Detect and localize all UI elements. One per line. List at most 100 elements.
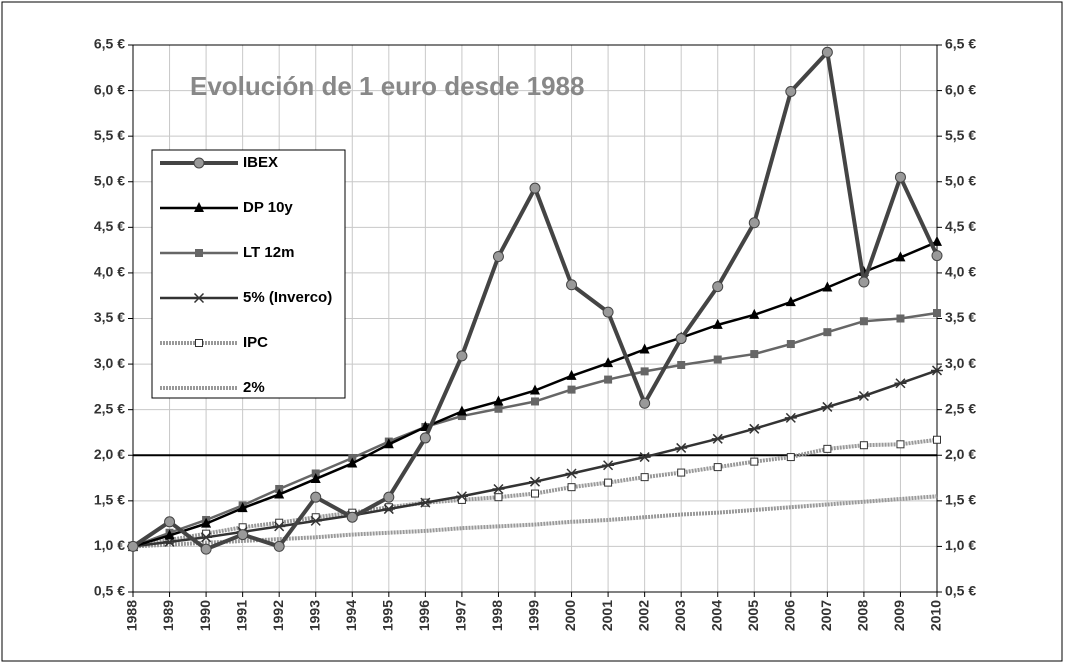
marker	[310, 472, 321, 483]
marker	[640, 473, 649, 482]
marker	[821, 46, 833, 58]
marker	[347, 457, 358, 468]
marker	[895, 251, 906, 262]
x-tick-label: 2002	[635, 600, 651, 631]
marker	[565, 468, 578, 479]
x-tick-label: 1994	[343, 600, 359, 631]
x-tick-label: 1999	[526, 600, 542, 631]
marker	[713, 355, 722, 364]
marker	[193, 157, 205, 169]
y-tick-label: 4,0 €	[94, 264, 125, 280]
marker	[933, 435, 941, 444]
y-tick-label: 1,0 €	[94, 537, 125, 553]
x-tick-label: 1992	[270, 600, 286, 631]
y2-tick-label: 3,0 €	[945, 355, 976, 371]
marker	[200, 543, 212, 555]
marker	[493, 395, 504, 406]
x-tick-label: 2005	[745, 600, 761, 631]
marker	[164, 516, 176, 528]
x-tick-label: 1997	[453, 600, 469, 631]
marker	[786, 453, 795, 462]
legend-label: IBEX	[243, 154, 278, 171]
marker	[677, 468, 686, 477]
marker	[858, 276, 870, 288]
marker	[382, 504, 395, 515]
marker	[711, 433, 724, 444]
marker	[164, 529, 175, 540]
marker	[749, 308, 760, 319]
y2-tick-label: 6,0 €	[945, 81, 976, 97]
y-tick-label: 2,0 €	[94, 446, 125, 462]
x-tick-label: 2008	[855, 600, 871, 631]
x-tick-label: 2000	[562, 600, 578, 631]
legend-label: 2%	[243, 379, 265, 396]
marker	[894, 171, 906, 183]
marker	[640, 367, 649, 376]
x-tick-label: 2004	[708, 600, 724, 631]
marker	[567, 385, 576, 394]
x-tick-label: 1991	[233, 600, 249, 631]
marker	[529, 182, 541, 194]
y2-tick-label: 5,5 €	[945, 127, 976, 143]
marker	[639, 343, 650, 354]
marker	[494, 493, 503, 502]
marker	[274, 488, 285, 499]
marker	[457, 412, 466, 421]
marker	[531, 489, 539, 498]
y-tick-label: 0,5 €	[94, 583, 125, 599]
x-tick-label: 2009	[891, 600, 907, 631]
marker	[932, 235, 942, 246]
y2-tick-label: 3,5 €	[945, 309, 976, 325]
marker	[195, 339, 203, 347]
marker	[748, 423, 761, 434]
marker	[195, 249, 203, 257]
y2-tick-label: 6,5 €	[945, 36, 976, 52]
x-tick-label: 1990	[197, 600, 213, 631]
marker	[750, 457, 759, 466]
marker	[456, 350, 468, 362]
marker	[237, 529, 249, 541]
y-tick-label: 5,5 €	[94, 127, 125, 143]
y-tick-label: 4,5 €	[94, 218, 125, 234]
marker	[566, 369, 577, 380]
legend-label: 5% (Inverco)	[243, 289, 332, 306]
legend-label: LT 12m	[243, 244, 294, 261]
marker	[193, 292, 205, 304]
marker	[604, 478, 613, 487]
legend-label: DP 10y	[243, 199, 293, 216]
x-tick-label: 2003	[672, 600, 688, 631]
marker	[896, 440, 905, 449]
marker	[602, 306, 614, 318]
marker	[566, 279, 578, 291]
marker	[127, 540, 139, 552]
x-tick-label: 1995	[380, 600, 396, 631]
marker	[273, 521, 286, 532]
y2-tick-label: 5,0 €	[945, 172, 976, 188]
marker	[712, 318, 723, 329]
marker	[273, 540, 285, 552]
plot-frame	[132, 44, 938, 593]
y-tick-label: 2,5 €	[94, 400, 125, 416]
marker	[931, 365, 943, 376]
marker	[419, 432, 431, 444]
y-tick-label: 5,0 €	[94, 172, 125, 188]
marker	[675, 333, 687, 345]
marker	[894, 378, 907, 389]
x-tick-label: 1989	[160, 600, 176, 631]
y2-tick-label: 2,5 €	[945, 400, 976, 416]
y-tick-label: 1,5 €	[94, 492, 125, 508]
marker	[823, 328, 832, 337]
y-tick-label: 3,0 €	[94, 355, 125, 371]
marker	[857, 390, 870, 402]
y-tick-label: 3,5 €	[94, 309, 125, 325]
x-tick-label: 2007	[818, 600, 834, 631]
x-tick-label: 1988	[124, 600, 140, 631]
marker	[748, 217, 760, 229]
y2-tick-label: 1,5 €	[945, 492, 976, 508]
marker	[492, 251, 504, 263]
y2-tick-label: 2,0 €	[945, 446, 976, 462]
marker	[859, 317, 868, 326]
x-tick-label: 1993	[306, 600, 322, 631]
marker	[200, 532, 213, 543]
